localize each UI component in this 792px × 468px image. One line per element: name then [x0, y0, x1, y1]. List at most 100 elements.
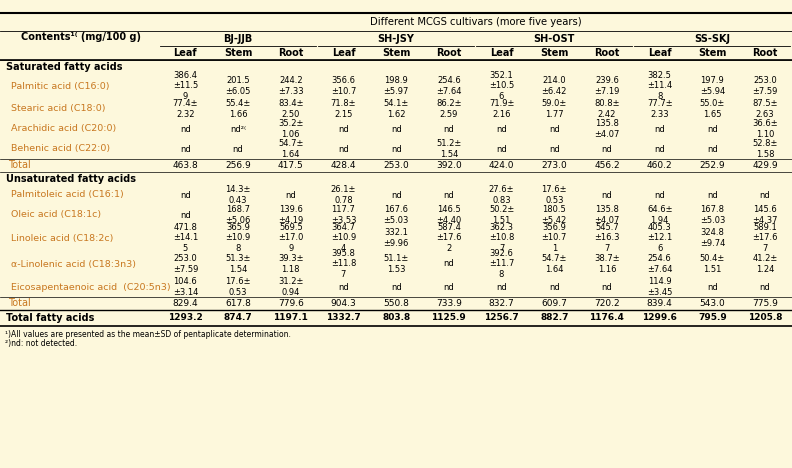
Text: nd: nd — [180, 124, 191, 133]
Text: 904.3: 904.3 — [330, 299, 356, 308]
Text: nd: nd — [180, 211, 191, 219]
Text: 77.7±
2.33: 77.7± 2.33 — [647, 100, 672, 118]
Text: Linoleic acid (C18:2c): Linoleic acid (C18:2c) — [11, 234, 113, 242]
Text: Total: Total — [8, 299, 31, 308]
Text: 146.5
±4.40: 146.5 ±4.40 — [436, 205, 462, 225]
Text: 168.7
±5.06: 168.7 ±5.06 — [226, 205, 251, 225]
Text: 1176.4: 1176.4 — [589, 314, 624, 322]
Text: 256.9: 256.9 — [225, 161, 251, 170]
Text: 463.8: 463.8 — [173, 161, 198, 170]
Text: 839.4: 839.4 — [647, 299, 672, 308]
Text: ¹)All values are presented as the mean±SD of pentaplicate determination.: ¹)All values are presented as the mean±S… — [5, 330, 291, 339]
Text: 139.6
±4.19: 139.6 ±4.19 — [278, 205, 303, 225]
Text: SH-OST: SH-OST — [534, 34, 575, 44]
Text: nd: nd — [496, 283, 507, 292]
Text: nd: nd — [602, 190, 612, 199]
Text: 874.7: 874.7 — [223, 314, 253, 322]
Text: 386.4
±11.5
9: 386.4 ±11.5 9 — [173, 72, 198, 101]
Text: 135.8
±4.07: 135.8 ±4.07 — [594, 119, 619, 139]
Text: 117.7
±3.53: 117.7 ±3.53 — [331, 205, 356, 225]
Text: 64.6±
1.94: 64.6± 1.94 — [647, 205, 672, 225]
Text: Behenic acid (C22:0): Behenic acid (C22:0) — [11, 145, 110, 154]
Text: Eicosapentaenoic acid  (C20:5n3): Eicosapentaenoic acid (C20:5n3) — [11, 283, 170, 292]
Text: Leaf: Leaf — [173, 48, 197, 58]
Text: nd: nd — [338, 145, 348, 154]
Text: Stem: Stem — [224, 48, 252, 58]
Text: 71.9±
2.16: 71.9± 2.16 — [489, 100, 514, 118]
Text: 51.3±
1.54: 51.3± 1.54 — [226, 255, 251, 273]
Text: 38.7±
1.16: 38.7± 1.16 — [594, 255, 620, 273]
Text: Arachidic acid (C20:0): Arachidic acid (C20:0) — [11, 124, 116, 133]
Text: 550.8: 550.8 — [383, 299, 409, 308]
Text: 87.5±
2.63: 87.5± 2.63 — [752, 100, 778, 118]
Text: Stearic acid (C18:0): Stearic acid (C18:0) — [11, 104, 105, 114]
Text: nd: nd — [496, 124, 507, 133]
Text: 471.8
±14.1
5: 471.8 ±14.1 5 — [173, 223, 198, 253]
Text: Leaf: Leaf — [332, 48, 356, 58]
Text: 364.7
±10.9
4: 364.7 ±10.9 4 — [331, 223, 356, 253]
Text: Contents¹⁽ (mg/100 g): Contents¹⁽ (mg/100 g) — [21, 31, 141, 42]
Text: 356.6
±10.7: 356.6 ±10.7 — [331, 76, 356, 95]
Text: 167.6
±5.03: 167.6 ±5.03 — [383, 205, 409, 225]
Text: 83.4±
2.50: 83.4± 2.50 — [278, 100, 303, 118]
Text: 382.5
±11.4
8: 382.5 ±11.4 8 — [647, 72, 672, 101]
Text: nd: nd — [549, 124, 560, 133]
Text: nd: nd — [654, 124, 665, 133]
Text: 51.2±
1.54: 51.2± 1.54 — [436, 139, 462, 159]
Text: 460.2: 460.2 — [647, 161, 672, 170]
Text: nd: nd — [390, 124, 402, 133]
Text: Stem: Stem — [382, 48, 410, 58]
Text: 1197.1: 1197.1 — [273, 314, 308, 322]
Text: 392.0: 392.0 — [436, 161, 462, 170]
Text: 832.7: 832.7 — [489, 299, 515, 308]
Text: 589.1
±17.6
7: 589.1 ±17.6 7 — [752, 223, 778, 253]
Text: Stem: Stem — [540, 48, 569, 58]
Text: 55.0±
1.65: 55.0± 1.65 — [699, 100, 725, 118]
Text: nd: nd — [602, 283, 612, 292]
Text: nd: nd — [233, 145, 243, 154]
Text: 71.8±
2.15: 71.8± 2.15 — [331, 100, 356, 118]
Text: 239.6
±7.19: 239.6 ±7.19 — [594, 76, 619, 95]
Text: nd: nd — [390, 283, 402, 292]
Text: 17.6±
0.53: 17.6± 0.53 — [225, 278, 251, 297]
Text: 59.0±
1.77: 59.0± 1.77 — [542, 100, 567, 118]
Text: 273.0: 273.0 — [542, 161, 567, 170]
Text: Root: Root — [594, 48, 619, 58]
Text: 417.5: 417.5 — [278, 161, 303, 170]
Text: Leaf: Leaf — [648, 48, 672, 58]
Text: nd: nd — [549, 145, 560, 154]
Text: 254.6
±7.64: 254.6 ±7.64 — [647, 255, 672, 273]
Text: 1332.7: 1332.7 — [326, 314, 361, 322]
Text: nd²⁽: nd²⁽ — [230, 124, 246, 133]
Text: 1293.2: 1293.2 — [168, 314, 203, 322]
Text: 1299.6: 1299.6 — [642, 314, 677, 322]
Text: BJ-JJB: BJ-JJB — [223, 34, 253, 44]
Text: ²)nd: not detected.: ²)nd: not detected. — [5, 339, 77, 348]
Text: 35.2±
1.06: 35.2± 1.06 — [278, 119, 303, 139]
Text: 362.3
±10.8
7: 362.3 ±10.8 7 — [489, 223, 514, 253]
Text: 167.8
±5.03: 167.8 ±5.03 — [699, 205, 725, 225]
Text: 201.5
±6.05: 201.5 ±6.05 — [226, 76, 251, 95]
Text: Stem: Stem — [699, 48, 726, 58]
Text: 545.7
±16.3
7: 545.7 ±16.3 7 — [594, 223, 619, 253]
Text: α-Linolenic acid (C18:3n3): α-Linolenic acid (C18:3n3) — [11, 259, 136, 269]
Text: 52.8±
1.58: 52.8± 1.58 — [752, 139, 778, 159]
Text: 50.2±
1.51: 50.2± 1.51 — [489, 205, 514, 225]
Text: 198.9
±5.97: 198.9 ±5.97 — [383, 76, 409, 95]
Text: Total: Total — [8, 161, 31, 170]
Text: 253.0
±7.59: 253.0 ±7.59 — [173, 255, 198, 273]
Text: 253.0: 253.0 — [383, 161, 409, 170]
Text: nd: nd — [602, 145, 612, 154]
Text: Root: Root — [752, 48, 778, 58]
Text: nd: nd — [390, 145, 402, 154]
Text: 55.4±
1.66: 55.4± 1.66 — [226, 100, 251, 118]
Text: 1125.9: 1125.9 — [432, 314, 466, 322]
Text: 253.0
±7.59: 253.0 ±7.59 — [752, 76, 778, 95]
Text: Saturated fatty acids: Saturated fatty acids — [6, 61, 123, 72]
Text: 252.9: 252.9 — [699, 161, 725, 170]
Text: Palmitoleic acid (C16:1): Palmitoleic acid (C16:1) — [11, 190, 124, 199]
Text: 214.0
±6.42: 214.0 ±6.42 — [542, 76, 567, 95]
Text: Oleic acid (C18:1c): Oleic acid (C18:1c) — [11, 211, 101, 219]
Text: 617.8: 617.8 — [225, 299, 251, 308]
Text: nd: nd — [444, 190, 455, 199]
